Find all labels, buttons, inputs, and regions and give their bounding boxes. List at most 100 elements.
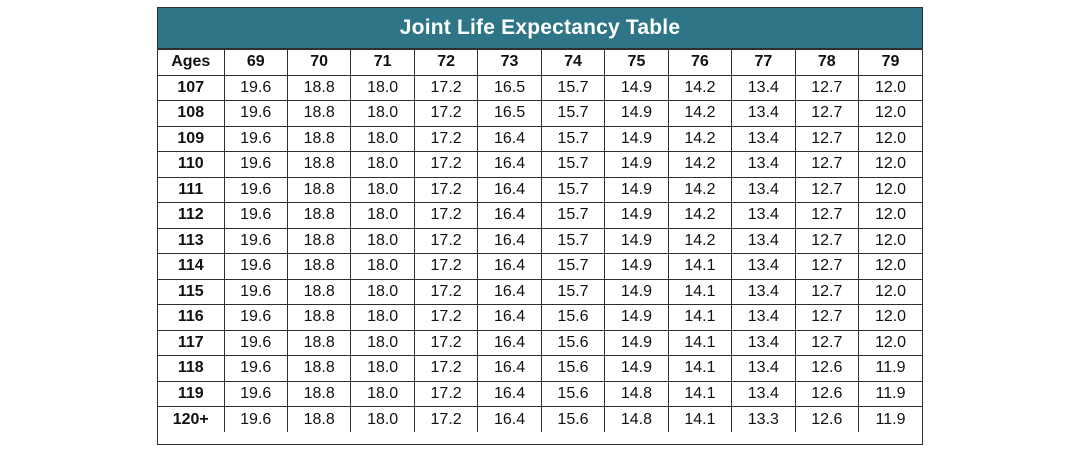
expectancy-value-cell: 18.0: [350, 278, 415, 305]
expectancy-value-cell: 12.6: [794, 380, 860, 407]
expectancy-value-cell: 19.6: [223, 304, 288, 331]
expectancy-value-cell: 14.1: [667, 304, 733, 331]
expectancy-value-cell: 11.9: [858, 406, 922, 432]
expectancy-value-cell: 12.0: [858, 151, 922, 178]
expectancy-value-cell: 12.0: [858, 176, 922, 203]
expectancy-value-cell: 18.8: [286, 253, 352, 280]
table-row: 118 19.6 18.8 18.0 17.2 16.4 15.6 14.9 14.1 13.4 1…: [158, 355, 922, 382]
expectancy-value-cell: 14.9: [604, 125, 669, 152]
expectancy-value-cell: 19.6: [223, 355, 288, 382]
table-row: 120+ 19.6 18.8 18.0 17.2 16.4 15.6 14.8 14.1 13.3…: [158, 406, 922, 432]
expectancy-value-cell: 12.7: [794, 304, 860, 331]
expectancy-value-cell: 14.2: [667, 151, 733, 178]
expectancy-value-cell: 17.2: [413, 125, 479, 152]
expectancy-value-cell: 12.7: [794, 74, 860, 101]
expectancy-value-cell: 18.0: [350, 329, 415, 356]
expectancy-value-cell: 15.7: [540, 278, 606, 305]
row-age-cell: 108: [158, 100, 225, 127]
expectancy-value-cell: 16.4: [477, 125, 542, 152]
column-header-age-78: 78: [794, 49, 860, 76]
expectancy-value-cell: 12.0: [858, 278, 922, 305]
table-row: 117 19.6 18.8 18.0 17.2 16.4 15.6 14.9 14.1 13.4 1…: [158, 329, 922, 356]
expectancy-value-cell: 16.5: [477, 74, 542, 101]
expectancy-value-cell: 16.4: [477, 202, 542, 229]
expectancy-value-cell: 16.4: [477, 406, 542, 432]
expectancy-value-cell: 18.0: [350, 406, 415, 432]
expectancy-value-cell: 18.8: [286, 355, 352, 382]
expectancy-value-cell: 17.2: [413, 380, 479, 407]
row-age-cell: 114: [158, 253, 225, 280]
expectancy-value-cell: 14.9: [604, 355, 669, 382]
expectancy-value-cell: 16.4: [477, 151, 542, 178]
expectancy-value-cell: 19.6: [223, 380, 288, 407]
table-row: 119 19.6 18.8 18.0 17.2 16.4 15.6 14.8 14.1 13.4 1…: [158, 380, 922, 407]
row-age-cell: 116: [158, 304, 225, 331]
table-body: 107 19.6 18.8 18.0 17.2 16.5 15.7 14.9 14.2 13.4 1…: [158, 74, 922, 432]
column-header-age-76: 76: [667, 49, 733, 76]
expectancy-value-cell: 12.0: [858, 227, 922, 254]
table-row: 111 19.6 18.8 18.0 17.2 16.4 15.7 14.9 14.2 13.4 1…: [158, 176, 922, 203]
expectancy-value-cell: 13.3: [731, 406, 796, 432]
expectancy-value-cell: 18.0: [350, 151, 415, 178]
expectancy-value-cell: 13.4: [731, 74, 796, 101]
table-row: 110 19.6 18.8 18.0 17.2 16.4 15.7 14.9 14.2 13.4 1…: [158, 151, 922, 178]
table-row: 116 19.6 18.8 18.0 17.2 16.4 15.6 14.9 14.1 13.4 1…: [158, 304, 922, 331]
life-expectancy-table-frame: Joint Life Expectancy Table Ages 69 70 71 7…: [157, 7, 923, 445]
expectancy-value-cell: 18.8: [286, 329, 352, 356]
expectancy-value-cell: 18.8: [286, 176, 352, 203]
expectancy-value-cell: 18.0: [350, 380, 415, 407]
expectancy-value-cell: 16.4: [477, 329, 542, 356]
expectancy-value-cell: 17.2: [413, 74, 479, 101]
row-age-cell: 117: [158, 329, 225, 356]
expectancy-value-cell: 13.4: [731, 151, 796, 178]
expectancy-value-cell: 13.4: [731, 125, 796, 152]
expectancy-value-cell: 17.2: [413, 100, 479, 127]
expectancy-value-cell: 12.0: [858, 202, 922, 229]
joint-life-expectancy-table: Ages 69 70 71 72 73 74 75 76 77 78 79 107 19.6 18.8 1…: [158, 49, 922, 432]
expectancy-value-cell: 15.7: [540, 202, 606, 229]
expectancy-value-cell: 19.6: [223, 202, 288, 229]
row-age-cell: 109: [158, 125, 225, 152]
expectancy-value-cell: 15.7: [540, 176, 606, 203]
expectancy-value-cell: 12.7: [794, 176, 860, 203]
expectancy-value-cell: 13.4: [731, 100, 796, 127]
expectancy-value-cell: 14.2: [667, 125, 733, 152]
column-header-age-77: 77: [731, 49, 796, 76]
expectancy-value-cell: 18.8: [286, 304, 352, 331]
expectancy-value-cell: 14.9: [604, 329, 669, 356]
expectancy-value-cell: 14.2: [667, 74, 733, 101]
expectancy-value-cell: 17.2: [413, 253, 479, 280]
expectancy-value-cell: 18.0: [350, 176, 415, 203]
expectancy-value-cell: 14.9: [604, 176, 669, 203]
column-header-age-72: 72: [413, 49, 479, 76]
expectancy-value-cell: 17.2: [413, 227, 479, 254]
expectancy-value-cell: 19.6: [223, 227, 288, 254]
expectancy-value-cell: 14.1: [667, 329, 733, 356]
expectancy-value-cell: 17.2: [413, 406, 479, 432]
expectancy-value-cell: 14.9: [604, 151, 669, 178]
expectancy-value-cell: 18.0: [350, 227, 415, 254]
row-age-cell: 120+: [158, 406, 225, 432]
expectancy-value-cell: 16.4: [477, 304, 542, 331]
expectancy-value-cell: 14.1: [667, 380, 733, 407]
row-age-cell: 118: [158, 355, 225, 382]
expectancy-value-cell: 14.9: [604, 278, 669, 305]
column-header-age-70: 70: [286, 49, 352, 76]
expectancy-value-cell: 18.0: [350, 74, 415, 101]
column-header-age-74: 74: [540, 49, 606, 76]
expectancy-value-cell: 18.8: [286, 227, 352, 254]
expectancy-value-cell: 18.0: [350, 125, 415, 152]
table-row: 109 19.6 18.8 18.0 17.2 16.4 15.7 14.9 14.2 13.4 1…: [158, 125, 922, 152]
expectancy-value-cell: 15.7: [540, 227, 606, 254]
expectancy-value-cell: 19.6: [223, 100, 288, 127]
expectancy-value-cell: 17.2: [413, 278, 479, 305]
expectancy-value-cell: 12.0: [858, 253, 922, 280]
expectancy-value-cell: 18.8: [286, 380, 352, 407]
expectancy-value-cell: 13.4: [731, 304, 796, 331]
expectancy-value-cell: 13.4: [731, 278, 796, 305]
expectancy-value-cell: 14.1: [667, 278, 733, 305]
expectancy-value-cell: 14.1: [667, 355, 733, 382]
expectancy-value-cell: 12.7: [794, 329, 860, 356]
expectancy-value-cell: 19.6: [223, 329, 288, 356]
expectancy-value-cell: 17.2: [413, 355, 479, 382]
